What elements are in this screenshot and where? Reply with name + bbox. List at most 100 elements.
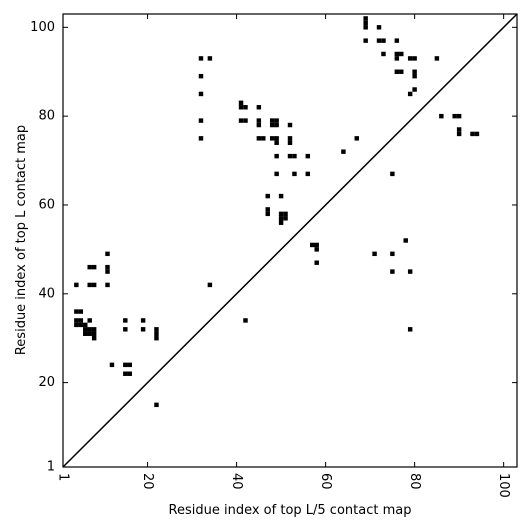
contact-point-upper — [265, 207, 270, 212]
contact-point-lower — [140, 318, 146, 323]
contact-point-upper — [198, 73, 204, 79]
contact-point-upper — [269, 136, 275, 141]
contact-point-lower — [372, 251, 377, 257]
contact-point-lower — [87, 327, 92, 332]
contact-point-upper — [390, 171, 395, 177]
contact-point-upper — [283, 211, 288, 217]
contact-point-upper — [198, 56, 204, 61]
contact-point-upper — [470, 131, 475, 137]
contact-point-upper — [376, 25, 382, 30]
contact-point-lower — [105, 282, 110, 288]
contact-point-upper — [287, 153, 293, 159]
y-tick-labels: 1 20 40 60 80 100 — [30, 20, 55, 475]
contact-point-upper — [399, 69, 404, 74]
contact-point-upper — [412, 73, 417, 79]
x-tick-label: 60 — [318, 473, 333, 490]
contact-point-upper — [341, 149, 346, 154]
contact-point-lower — [87, 282, 92, 288]
contact-point-upper — [412, 87, 417, 92]
contact-point-upper — [283, 216, 288, 221]
contact-point-upper — [269, 118, 275, 123]
x-axis-label: Residue index of top L/5 contact map — [169, 503, 412, 518]
contact-point-upper — [256, 118, 262, 123]
contact-point-upper — [278, 216, 284, 221]
contact-point-upper — [399, 51, 404, 57]
contact-point-upper — [434, 56, 440, 61]
contact-point-upper — [238, 100, 244, 106]
x-tick-label: 80 — [407, 473, 422, 490]
contact-point-lower — [105, 269, 110, 274]
contact-point-lower — [74, 309, 79, 314]
contact-point-upper — [354, 136, 359, 141]
contact-point-upper — [287, 122, 293, 128]
contact-point-upper — [274, 122, 279, 128]
contact-point-lower — [390, 251, 395, 257]
contact-point-upper — [287, 136, 293, 141]
contact-point-upper — [198, 91, 204, 97]
y-tick-label: 80 — [38, 109, 55, 124]
contact-point-upper — [394, 69, 400, 74]
contact-point-lower — [91, 331, 97, 336]
contact-point-upper — [363, 16, 368, 21]
contact-point-lower — [78, 318, 84, 323]
contact-points — [74, 16, 480, 408]
contact-point-lower — [74, 322, 79, 328]
contact-point-upper — [305, 153, 311, 159]
contact-point-lower — [154, 327, 159, 332]
contact-point-upper — [274, 153, 279, 159]
contact-point-lower — [123, 318, 128, 323]
contact-point-lower — [78, 322, 84, 328]
contact-point-upper — [238, 118, 244, 123]
contact-point-lower — [407, 269, 413, 274]
contact-point-upper — [243, 118, 248, 123]
contact-point-upper — [394, 38, 400, 43]
contact-point-lower — [91, 335, 97, 341]
contact-point-upper — [381, 38, 386, 43]
contact-point-lower — [105, 264, 110, 270]
contact-point-upper — [456, 127, 462, 132]
contact-point-lower — [123, 362, 128, 368]
contact-point-upper — [269, 122, 275, 128]
contact-point-upper — [314, 242, 319, 248]
contact-point-lower — [87, 318, 92, 323]
contact-point-upper — [314, 247, 319, 252]
contact-point-lower — [407, 327, 413, 332]
contact-point-upper — [407, 56, 413, 61]
contact-point-upper — [292, 171, 297, 177]
contact-point-upper — [238, 105, 244, 110]
contact-point-upper — [439, 113, 444, 119]
contact-point-upper — [363, 38, 368, 43]
contact-point-upper — [256, 105, 262, 110]
contact-point-lower — [83, 331, 88, 336]
contact-point-upper — [207, 56, 213, 61]
contact-point-upper — [278, 193, 284, 199]
contact-point-upper — [265, 211, 270, 217]
contact-point-upper — [407, 91, 413, 97]
contact-point-upper — [287, 140, 293, 146]
contact-point-lower — [154, 402, 159, 408]
contact-point-upper — [256, 136, 262, 141]
contact-point-upper — [394, 51, 400, 57]
x-tick-labels: 1 20 40 60 80 100 — [56, 473, 512, 498]
contact-point-upper — [381, 51, 386, 57]
contact-point-upper — [292, 153, 297, 159]
contact-point-lower — [123, 371, 128, 376]
contact-point-upper — [261, 136, 266, 141]
y-tick-label: 20 — [38, 375, 55, 390]
contact-point-lower — [87, 264, 92, 270]
x-tick-label: 20 — [140, 473, 155, 490]
contact-point-lower — [109, 362, 115, 368]
contact-point-upper — [274, 171, 279, 177]
contact-point-upper — [278, 211, 284, 217]
x-tick-label: 40 — [229, 473, 244, 490]
contact-point-upper — [363, 20, 368, 26]
contact-point-lower — [74, 318, 79, 323]
contact-point-upper — [412, 56, 417, 61]
contact-point-upper — [363, 25, 368, 30]
contact-point-upper — [310, 242, 315, 248]
plot-frame — [62, 13, 518, 468]
contact-point-upper — [314, 260, 319, 265]
contact-point-lower — [390, 269, 395, 274]
contact-point-upper — [394, 56, 400, 61]
